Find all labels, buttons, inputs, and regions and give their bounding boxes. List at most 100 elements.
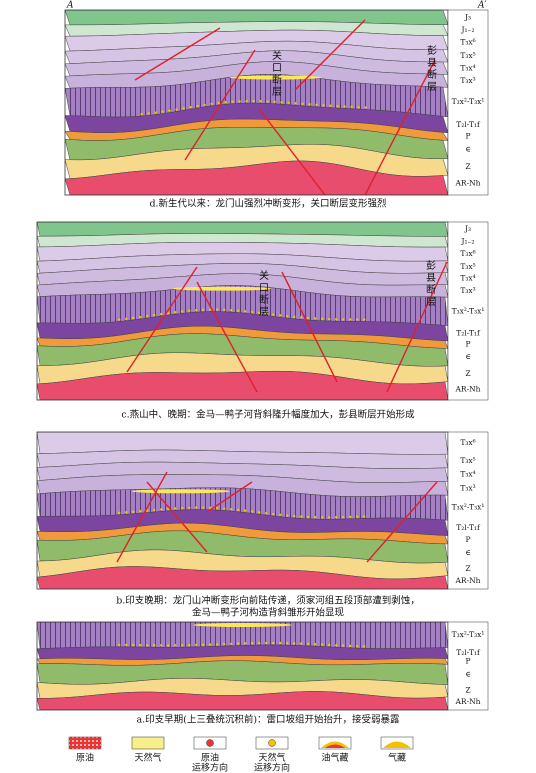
gas-dot (293, 315, 296, 319)
stratum-label: T₂l-T₁f (456, 120, 481, 129)
gas-dot (272, 641, 275, 645)
gas-dot (364, 106, 367, 109)
fault (184, 49, 256, 161)
gas-lens (229, 75, 322, 80)
gas-dot (336, 104, 339, 108)
stratum-label: T₃x⁵ (460, 456, 475, 465)
stratum-label: Z (465, 564, 470, 573)
cross-section: T₃x⁶ T₃x⁵ T₃x⁴ T₃x³ T₃x²-T₃x¹ T₂l-T₁f P ∈ Z AR-Nh (36, 431, 489, 590)
gas-dot (181, 644, 184, 647)
gas-lens (193, 623, 292, 627)
gas-dot (335, 644, 338, 647)
gas-dot (356, 644, 359, 648)
gas-dot (160, 312, 163, 316)
stratum-label: T₃x⁵ (460, 262, 475, 271)
gas-dot (188, 309, 191, 312)
gas-dot (139, 643, 142, 647)
icon-dot (206, 739, 214, 747)
icon-oil (68, 736, 102, 750)
gas-dot (230, 308, 233, 312)
gas-dot (146, 314, 149, 318)
gas-dot (342, 318, 345, 321)
legend-label: 运移方向 (192, 762, 228, 773)
gas-dot (244, 509, 247, 512)
stratum-label: J₁₋₂ (461, 237, 475, 246)
gas-dot (293, 514, 296, 518)
layers (37, 622, 448, 710)
gas-dot (175, 108, 178, 111)
icon-oil-trap (325, 744, 345, 748)
stratum-label: T₃x⁶ (460, 249, 475, 258)
gas-dot (244, 310, 247, 313)
gas-dot (118, 318, 121, 321)
gas-dot (202, 308, 205, 312)
gas-dot (209, 506, 212, 510)
gas-dot (132, 316, 135, 320)
gas-dot (315, 103, 318, 107)
gas-dot (231, 100, 234, 103)
gas-dot (343, 105, 346, 108)
gas-dot (273, 100, 276, 104)
gas-dot (349, 515, 352, 519)
section-end: A (66, 1, 74, 11)
stratum-label: P (465, 657, 470, 666)
gas-dot (329, 104, 332, 107)
stratum-label: AR-Nh (455, 576, 481, 585)
fault (134, 27, 221, 81)
gas-dot (280, 101, 283, 104)
gas-dot (118, 511, 121, 515)
gas-dot (251, 510, 254, 513)
fault (126, 266, 198, 373)
gas-dot (223, 308, 226, 312)
stratum-label: T₃x⁶ (460, 438, 475, 447)
gas-dot (349, 318, 352, 321)
gas-dot (224, 101, 227, 104)
gas-dot (266, 100, 269, 103)
gas-dot (167, 311, 170, 315)
gas-dot (195, 643, 198, 647)
gas-dot (174, 644, 177, 647)
stratum-label: P (465, 535, 470, 544)
gas-dot (363, 645, 366, 648)
gas-dot (357, 105, 360, 109)
gas-dot (314, 515, 317, 519)
stratum-label: T₃x³ (460, 286, 475, 295)
cross-section: J₃ J₁₋₂ T₃x⁶ T₃x⁵ T₃x⁴ T₃x³ T₃x²-T₃x¹ T₂l-T₁f P ∈… (64, 9, 489, 196)
icon-trap (383, 741, 411, 748)
stratum (37, 566, 448, 589)
stratum-label: T₃x³ (460, 76, 475, 85)
gas-dot (209, 308, 212, 311)
stratum-label: T₂l-T₁f (456, 523, 481, 532)
gas-dot (125, 511, 128, 514)
gas-dot (153, 313, 156, 317)
layers (37, 432, 448, 589)
gas-dot (286, 642, 289, 645)
stratum-label: Z (465, 686, 470, 695)
stratum-label: AR-Nh (455, 178, 481, 187)
gas-dot (223, 642, 226, 646)
stratum-label: T₃x⁴ (460, 274, 475, 283)
legend-label: 天然气 (258, 752, 285, 764)
label-column (447, 9, 489, 196)
gas-dot (356, 515, 359, 518)
stratum-label: P (465, 340, 470, 349)
stratum-label: J₃ (464, 224, 471, 233)
gas-dot (203, 103, 206, 107)
legend-label: 天然气 (134, 752, 161, 764)
fault-label: 关口断层 (270, 49, 282, 98)
gas-dot (202, 643, 205, 646)
gas-dot (238, 100, 241, 103)
gas-dot (342, 644, 345, 647)
gas-dot (216, 643, 219, 646)
gas-dot (188, 506, 191, 509)
gas-dot (252, 99, 255, 103)
fault (196, 281, 258, 393)
gas-dot (244, 642, 247, 645)
gas-dot (230, 642, 233, 646)
gas-dot (181, 506, 184, 510)
gas-dot (293, 642, 296, 645)
layers (37, 222, 448, 400)
stratum (65, 160, 448, 195)
gas-dot (328, 317, 331, 321)
